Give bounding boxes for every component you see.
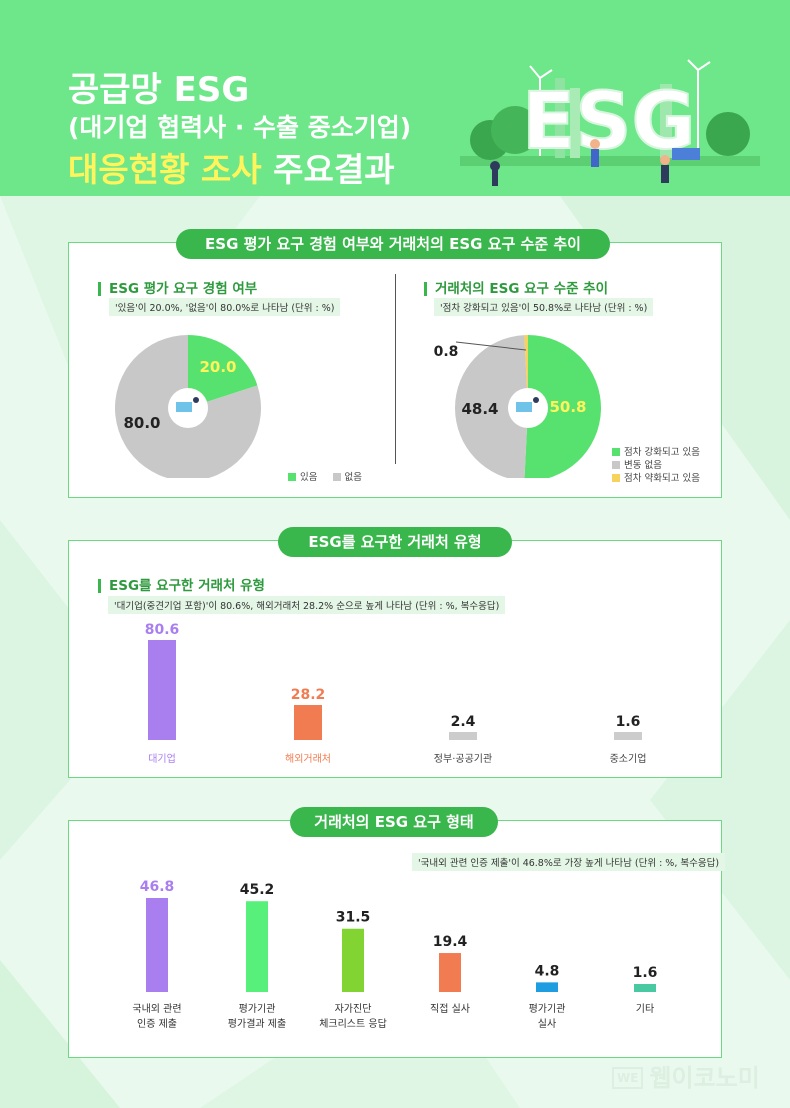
bar-category-label: 자가진단 [335,1003,372,1015]
esg-city-illustration: ESG [460,59,760,186]
bar-category-label: 평가기관 [529,1003,566,1015]
bar1-note: '대기업(중견기업 포함)'이 80.6%, 해외거래처 28.2% 순으로 높… [108,596,506,614]
watermark-text: 웹이코노미 [649,1064,760,1092]
bar-value-label: 28.2 [291,687,326,703]
section3-pill: 거래처의 ESG 요구 형태 [290,807,498,837]
legend-strengthen: 점차 강화되고 있음 [624,447,700,458]
section1-pill: ESG 평가 요구 경험 여부와 거래처의 ESG 요구 수준 추이 [176,229,610,259]
bar-category-label: 중소기업 [610,752,647,765]
legend-swatch-no [332,473,341,481]
bar-category-label: 기타 [636,1003,654,1015]
bar [294,705,322,740]
legend-no: 없음 [344,472,362,483]
bar [614,732,642,740]
bar-category-label: 체크리스트 응답 [319,1018,387,1030]
pie-label-strengthen: 50.8 [549,398,586,416]
legend-yes: 있음 [300,472,318,483]
bar [148,640,176,740]
pie-chart-evaluation: 20.0 80.0 [115,335,261,478]
pie-slice-nochange [454,335,528,478]
section-requester-type [68,540,722,778]
pie1-note: '있음'이 20.0%, '없음'이 80.0%로 나타남 (단위 : %) [109,298,341,316]
bar-category-label: 실사 [538,1018,556,1030]
watermark-logo: WE [612,1067,644,1089]
bar-category-label: 인증 제출 [137,1018,177,1030]
bar-value-label: 45.2 [240,882,275,898]
header-banner: 공급망 ESG (대기업 협력사 · 수출 중소기업) 대응현황 조사 주요결과… [0,0,790,196]
pie-leader-line [455,341,527,351]
watermark: WE 웹이코노미 [612,1058,760,1093]
bar-value-label: 46.8 [140,879,175,895]
bar-category-label: 대기업 [148,752,176,765]
pie-label-weaken: 0.8 [434,344,459,360]
icon-person [193,397,199,403]
icon-screen [516,402,532,412]
pie2-legend-2: 변동 없음 [612,457,662,471]
bar-chart-requester-type: 80.6 대기업 28.2 해외거래처 2.4 정부·공공기관 1.6 중소기업 [145,622,647,765]
bar1-title: ESG를 요구한 거래처 유형 [98,579,265,593]
bar [342,928,364,992]
bar [634,984,656,992]
pie-slice-yes [188,335,258,408]
bar [536,982,558,992]
bar-category-label: 직접 실사 [430,1003,470,1015]
title-rest: 주요결과 [261,150,395,189]
bar [439,953,461,992]
section1-divider [395,274,396,464]
pie2-legend-1: 점차 강화되고 있음 [612,444,700,458]
title-line-1: 공급망 ESG [68,70,250,110]
title-line-2: (대기업 협력사 · 수출 중소기업) [68,113,412,142]
bar-value-label: 19.4 [433,934,468,950]
bar-value-label: 80.6 [145,622,180,638]
bar-category-label: 평가기관 [239,1003,276,1015]
bar2-note: '국내외 관련 인증 제출'이 46.8%로 가장 높게 나타남 (단위 : %… [412,853,726,871]
pie2-legend-3: 점차 약화되고 있음 [612,470,700,484]
section2-pill: ESG를 요구한 거래처 유형 [278,527,512,557]
bar-value-label: 4.8 [535,963,560,979]
title-line-3: 대응현황 조사 주요결과 [68,143,395,191]
legend-nochange: 변동 없음 [624,460,662,471]
pie-chart-trend: 50.8 48.4 0.8 [434,335,601,478]
pie-label-yes: 20.0 [199,358,236,376]
legend-swatch-strengthen [612,448,620,456]
pie-slice-strengthen [524,335,601,478]
bar-category-label: 해외거래처 [285,752,331,765]
legend-weaken: 점차 약화되고 있음 [624,473,700,484]
bar-value-label: 31.5 [336,910,371,926]
pie2-note: '점차 강화되고 있음'이 50.8%로 나타남 (단위 : %) [434,298,654,316]
pie1-legend: 있음 없음 [288,469,362,483]
bar [449,732,477,740]
bar-value-label: 1.6 [616,714,641,730]
bar-value-label: 1.6 [633,965,658,981]
pie2-title: 거래처의 ESG 요구 수준 추이 [424,282,608,296]
bar-category-label: 국내외 관련 [132,1003,181,1015]
bar [246,901,268,992]
bar [146,898,168,992]
pie-label-nochange: 48.4 [461,400,498,418]
pie1-title: ESG 평가 요구 경험 여부 [98,282,257,296]
pie-label-no: 80.0 [123,414,160,432]
legend-swatch-yes [288,473,296,481]
icon-screen [176,402,192,412]
bar-category-label: 정부·공공기관 [434,753,492,765]
bar-category-label: 평가결과 제출 [228,1018,286,1030]
legend-swatch-nochange [612,461,620,469]
icon-person [533,397,539,403]
illustration-esg-text: ESG [522,77,695,167]
legend-swatch-weaken [612,474,620,482]
title-highlight: 대응현황 조사 [68,150,262,189]
bar-value-label: 2.4 [451,714,476,730]
